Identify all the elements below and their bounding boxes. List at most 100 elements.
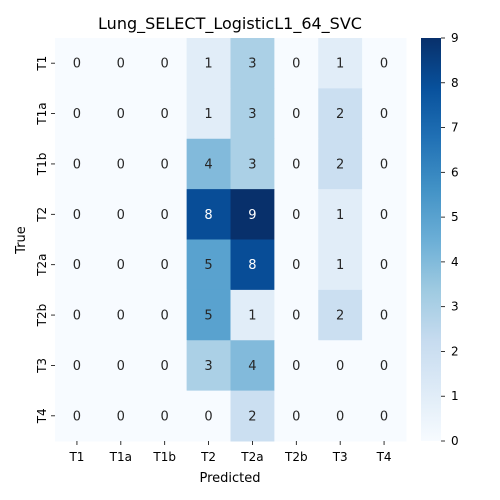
heatmap-cell — [142, 189, 188, 240]
heatmap-cell — [230, 138, 275, 190]
heatmap-cell — [55, 138, 100, 190]
heatmap-cell — [186, 289, 231, 341]
colorbar-tick-label: 1 — [451, 389, 459, 403]
heatmap-cell — [318, 239, 363, 291]
cell-value-label: 0 — [117, 409, 125, 424]
cell-value-label: 0 — [161, 258, 169, 273]
colorbar-tick-label: 0 — [451, 434, 459, 448]
cell-value-label: 0 — [73, 107, 81, 122]
cell-value-label: 0 — [117, 57, 125, 72]
cell-value-label: 0 — [292, 309, 300, 324]
heatmap-cell — [98, 239, 144, 291]
heatmap-cell — [274, 289, 319, 341]
heatmap-cell — [186, 340, 231, 392]
cell-value-label: 2 — [336, 309, 344, 324]
cell-value-label: 1 — [204, 107, 212, 122]
heatmap-cell — [274, 38, 319, 89]
cell-value-label: 1 — [336, 258, 344, 273]
cell-value-label: 2 — [336, 107, 344, 122]
heatmap-cell — [230, 189, 275, 240]
heatmap-cell — [55, 340, 100, 392]
cell-value-label: 0 — [380, 258, 388, 273]
cell-value-label: 0 — [117, 309, 125, 324]
heatmap-cell — [274, 239, 319, 291]
heatmap-cell — [55, 390, 100, 442]
heatmap-cell — [274, 390, 319, 442]
cell-value-label: 8 — [248, 258, 256, 273]
cell-value-label: 0 — [73, 359, 81, 374]
heatmap-cell — [55, 88, 100, 140]
heatmap-cell — [186, 88, 231, 140]
heatmap-cell — [230, 38, 275, 89]
cell-value-label: 3 — [248, 157, 256, 172]
heatmap-cell — [318, 390, 363, 442]
cell-value-label: 0 — [73, 57, 81, 72]
heatmap-cell — [142, 88, 188, 140]
cell-value-label: 0 — [292, 409, 300, 424]
colorbar-tick-label: 5 — [451, 210, 459, 224]
heatmap-cell — [362, 239, 407, 291]
cell-value-label: 0 — [117, 157, 125, 172]
heatmap-cell — [362, 390, 407, 442]
cell-value-label: 0 — [292, 258, 300, 273]
cell-value-label: 3 — [248, 57, 256, 72]
x-tick-label: T1a — [109, 450, 132, 464]
heatmap-cell — [142, 38, 188, 89]
cell-value-label: 0 — [161, 359, 169, 374]
heatmap-cell — [55, 189, 100, 240]
heatmap-cell — [230, 88, 275, 140]
cell-value-label: 0 — [380, 107, 388, 122]
cell-value-label: 0 — [336, 409, 344, 424]
chart-title: Lung_SELECT_LogisticL1_64_SVC — [98, 14, 362, 34]
x-tick-label: T2a — [240, 450, 263, 464]
heatmap-cell — [186, 38, 231, 89]
heatmap-cell — [274, 189, 319, 240]
heatmap-cell — [98, 189, 144, 240]
heatmap-cell — [318, 138, 363, 190]
cell-value-label: 4 — [204, 157, 212, 172]
heatmap-cell — [55, 239, 100, 291]
cell-value-label: 0 — [380, 57, 388, 72]
cell-value-label: 0 — [161, 409, 169, 424]
heatmap-cell — [362, 38, 407, 89]
heatmap-cell — [186, 189, 231, 240]
cell-value-label: 1 — [204, 57, 212, 72]
colorbar-tick-label: 2 — [451, 344, 459, 358]
heatmap-cell — [230, 239, 275, 291]
colorbar-tick-label: 4 — [451, 255, 459, 269]
colorbar-tick-label: 3 — [451, 300, 459, 314]
cell-value-label: 1 — [336, 208, 344, 223]
cell-value-label: 0 — [73, 409, 81, 424]
heatmap-cell — [362, 340, 407, 392]
cell-value-label: 0 — [292, 208, 300, 223]
y-tick-label: T1a — [35, 102, 49, 125]
y-tick-label: T3 — [35, 358, 49, 374]
heatmap-cell — [186, 239, 231, 291]
cell-value-label: 0 — [161, 208, 169, 223]
cell-value-label: 0 — [292, 107, 300, 122]
x-tick-label: T2 — [200, 450, 216, 464]
heatmap-cell — [230, 289, 275, 341]
cell-value-label: 0 — [380, 409, 388, 424]
cell-value-label: 0 — [73, 157, 81, 172]
heatmap-cell — [318, 88, 363, 140]
heatmap-cells: 0 0 0 1 3 0 1 0 0 0 0 1 3 0 2 0 0 0 0 4 3 0 2 0 0 0 0 8 9 0 1 0 0 0 0 5 8 0 1 0… — [55, 38, 407, 442]
x-tick-label: T1b — [152, 450, 176, 464]
cell-value-label: 2 — [336, 157, 344, 172]
heatmap-cell — [274, 138, 319, 190]
heatmap-cell — [362, 189, 407, 240]
cell-value-label: 0 — [73, 309, 81, 324]
colorbar-tick-label: 9 — [451, 31, 459, 45]
colorbar-tick-label: 6 — [451, 165, 459, 179]
cell-value-label: 1 — [336, 57, 344, 72]
cell-value-label: 0 — [161, 309, 169, 324]
heatmap-cell — [98, 390, 144, 442]
heatmap-cell — [98, 138, 144, 190]
cell-value-label: 0 — [117, 208, 125, 223]
heatmap-cell — [318, 38, 363, 89]
cell-value-label: 0 — [117, 359, 125, 374]
y-tick-label: T2a — [35, 254, 49, 277]
x-tick-label: T1 — [68, 450, 84, 464]
heatmap-cell — [186, 390, 231, 442]
